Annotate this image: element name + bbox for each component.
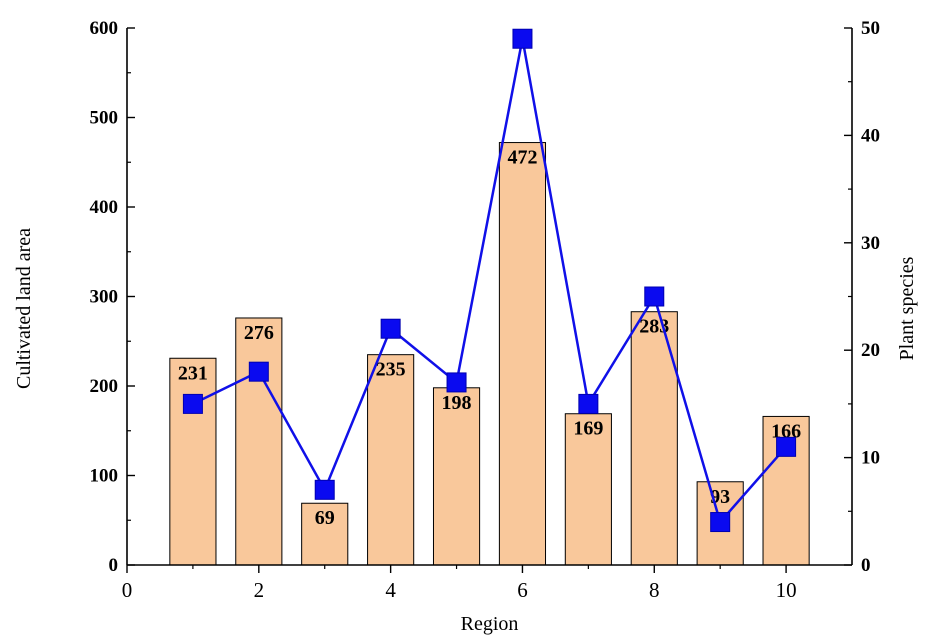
bar-value-label: 235 <box>376 359 406 381</box>
y-tick-label: 600 <box>90 18 119 39</box>
x-tick-label: 2 <box>254 578 265 602</box>
bar-series <box>169 142 810 566</box>
line-marker <box>578 393 599 414</box>
y2-tick-label: 0 <box>861 555 871 576</box>
bar-value-label: 69 <box>315 507 335 529</box>
y-tick-label: 200 <box>90 376 119 397</box>
line-marker <box>248 361 269 382</box>
line-marker <box>512 28 533 49</box>
bar <box>630 311 678 566</box>
y-tick-label: 0 <box>109 555 119 576</box>
axis-titles: Region Cultivated land area Plant specie… <box>13 228 918 635</box>
x-tick-label: 0 <box>122 578 133 602</box>
line-marker <box>710 512 731 533</box>
x-axis-title: Region <box>461 613 519 635</box>
line-series <box>182 28 797 533</box>
y-axis-title: Cultivated land area <box>13 228 35 389</box>
x-tick-label: 6 <box>517 578 528 602</box>
bar <box>235 317 283 566</box>
y-tick-label: 100 <box>90 466 119 487</box>
y2-tick-label: 20 <box>861 340 880 361</box>
y2-tick-label: 30 <box>861 233 880 254</box>
bar-value-label: 276 <box>244 322 274 344</box>
bar <box>301 502 349 566</box>
x-tick-label: 10 <box>776 578 797 602</box>
y-tick-label: 500 <box>90 108 119 129</box>
bar-value-label: 198 <box>442 392 472 414</box>
line-marker <box>380 318 401 339</box>
bar <box>367 354 415 566</box>
line-marker <box>182 393 203 414</box>
line-marker <box>446 372 467 393</box>
bar <box>432 387 481 566</box>
series-line <box>192 38 788 525</box>
y2-axis-title: Plant species <box>896 256 918 360</box>
y2-tick-label: 10 <box>861 448 880 469</box>
y2-tick-label: 50 <box>861 18 880 39</box>
bar-value-label: 231 <box>178 362 208 384</box>
bar-value-label: 472 <box>507 147 537 169</box>
bar <box>169 357 217 566</box>
x-tick-label: 8 <box>649 578 660 602</box>
line-marker <box>644 286 665 307</box>
bar-value-label: 169 <box>573 418 603 440</box>
y2-tick-label: 40 <box>861 125 880 146</box>
line-marker <box>314 479 335 500</box>
bar <box>498 142 547 566</box>
line-marker <box>776 436 797 457</box>
y-tick-label: 400 <box>90 197 119 218</box>
x-tick-label: 4 <box>385 578 396 602</box>
y-tick-label: 300 <box>90 287 119 308</box>
